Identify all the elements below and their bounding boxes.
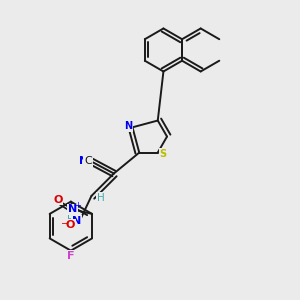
- Text: F: F: [67, 251, 75, 261]
- Text: H: H: [97, 193, 104, 203]
- Text: +: +: [75, 201, 82, 210]
- Text: N: N: [124, 121, 132, 131]
- Text: N: N: [80, 156, 88, 166]
- Text: S: S: [160, 149, 167, 159]
- Text: N: N: [68, 204, 77, 214]
- Text: H: H: [67, 215, 75, 225]
- Text: C: C: [84, 156, 92, 166]
- Text: N: N: [72, 216, 81, 226]
- Text: O: O: [53, 195, 62, 205]
- Text: −: −: [61, 219, 69, 229]
- Text: O: O: [66, 220, 75, 230]
